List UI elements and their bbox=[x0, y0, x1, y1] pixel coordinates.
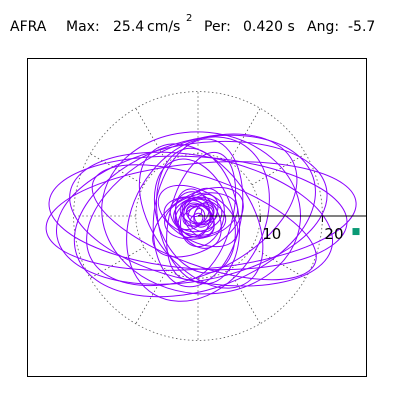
max-label: Max: bbox=[66, 19, 100, 35]
orbit-trace-7 bbox=[101, 131, 302, 295]
orbit-traces bbox=[45, 131, 357, 302]
angle-axis: 10 20 bbox=[198, 215, 366, 243]
station-code: AFRA bbox=[10, 19, 47, 35]
max-unit: cm/s bbox=[147, 19, 181, 35]
ang-value: -5.7 bbox=[348, 19, 376, 35]
axis-tick-label-20: 20 bbox=[324, 225, 343, 243]
orbit-core-loop-7 bbox=[179, 197, 218, 226]
max-unit-exponent: 2 bbox=[186, 13, 193, 24]
per-value: 0.420 s bbox=[243, 19, 295, 35]
grid-spoke-120 bbox=[135, 108, 168, 163]
orbit-core-loop-9 bbox=[174, 191, 222, 249]
orbit-trace-2 bbox=[55, 140, 328, 285]
max-value: 25.4 bbox=[113, 19, 145, 35]
ang-label: Ang: bbox=[307, 19, 340, 35]
plot-header: AFRA Max: 25.4 cm/s 2 Per: 0.420 s Ang: … bbox=[0, 0, 400, 50]
orbit-core-loop-4 bbox=[180, 187, 225, 248]
max-marker bbox=[352, 228, 360, 236]
axis-tick-label-10: 10 bbox=[262, 225, 281, 243]
orbit-trace-13 bbox=[153, 158, 236, 274]
orbit-trace-8 bbox=[126, 136, 270, 302]
orbit-trace-1 bbox=[48, 155, 348, 271]
grid-spoke-210 bbox=[90, 246, 145, 279]
plot-frame bbox=[27, 58, 367, 377]
per-label: Per: bbox=[204, 19, 231, 35]
orbit-trace-10 bbox=[152, 138, 244, 288]
grid-spoke-330 bbox=[251, 246, 306, 279]
orbit-core-loop-13 bbox=[173, 196, 223, 233]
